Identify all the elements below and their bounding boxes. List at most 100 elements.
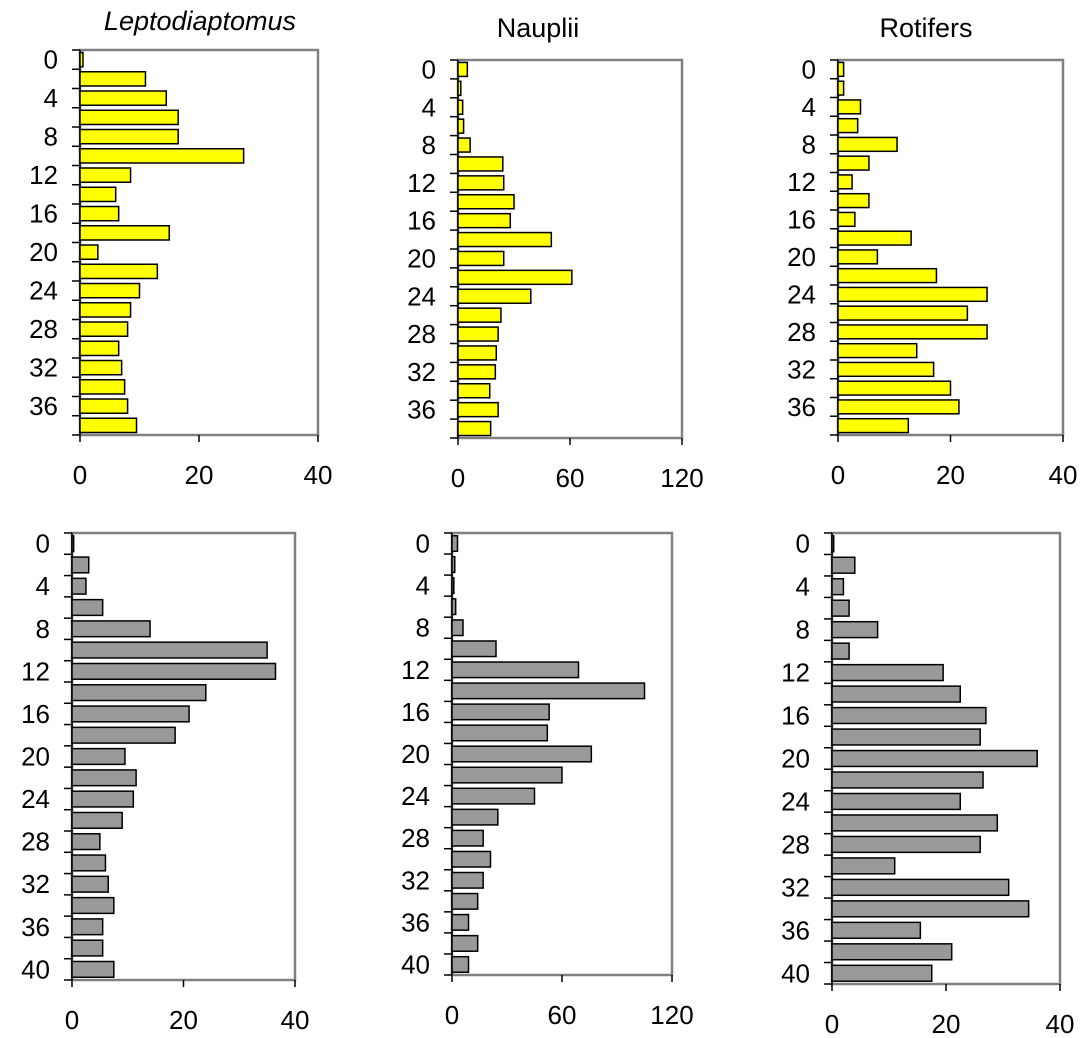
- bar-depth-32: [79, 359, 123, 376]
- y-tick-label: 0: [416, 529, 430, 559]
- bar-depth-6: [837, 117, 859, 134]
- y-tick-label: 12: [781, 658, 810, 688]
- chart-panel-5: 0 4 8 12 16 20 24 28 32 36 40 0 60 120: [401, 529, 694, 1030]
- y-tick-label: 20: [787, 242, 816, 272]
- y-tick-label: 28: [21, 827, 50, 857]
- y-tick-label: 0: [422, 54, 436, 84]
- bar-depth-8: [837, 136, 898, 153]
- bar-depth-2: [71, 556, 90, 574]
- y-tick-label: 16: [29, 199, 58, 229]
- bar-depth-4: [79, 90, 168, 106]
- bar-depth-38: [71, 939, 104, 957]
- bar-depth-28: [79, 321, 129, 337]
- y-tick-label: 12: [21, 656, 50, 686]
- bar-depth-26: [457, 307, 502, 323]
- bar-depth-6: [457, 118, 465, 134]
- y-tick-label: 28: [407, 319, 436, 349]
- bar-depth-22: [457, 269, 573, 286]
- bar-depth-28: [831, 835, 981, 854]
- bar-depth-38: [79, 417, 138, 434]
- y-tick-label: 40: [781, 958, 810, 988]
- bar-depth-38: [837, 417, 910, 434]
- bar-depth-36: [71, 918, 104, 936]
- y-tick-label: 20: [407, 243, 436, 273]
- y-tick-label: 4: [36, 571, 50, 601]
- bar-depth-28: [451, 829, 484, 847]
- bar-depth-2: [79, 71, 147, 87]
- x-tick-label: 20: [936, 460, 965, 490]
- bar-depth-26: [79, 302, 132, 318]
- y-tick-label: 24: [781, 786, 810, 816]
- y-tick-label: 8: [36, 614, 50, 644]
- chart-title: Rotifers: [879, 13, 972, 43]
- bar-depth-30: [79, 340, 120, 357]
- y-tick-label: 20: [401, 739, 430, 769]
- y-tick-label: 28: [787, 317, 816, 347]
- bar-depth-28: [457, 326, 499, 342]
- y-tick-label: 32: [29, 353, 58, 383]
- bar-depth-2: [451, 556, 456, 574]
- bar-depth-26: [71, 811, 123, 829]
- x-tick-label: 20: [932, 1009, 961, 1038]
- y-tick-label: 0: [36, 529, 50, 559]
- bar-depth-18: [451, 724, 549, 742]
- bar-depth-10: [837, 155, 870, 171]
- bar-depth-18: [831, 728, 981, 746]
- bar-depth-4: [837, 99, 862, 115]
- bar-depth-16: [457, 212, 512, 229]
- bar-depth-36: [451, 913, 470, 931]
- bar-depth-34: [451, 892, 479, 910]
- y-tick-label: 28: [781, 829, 810, 859]
- y-tick-label: 16: [401, 697, 430, 727]
- x-tick-label: 120: [650, 1000, 693, 1030]
- y-tick-label: 40: [21, 954, 50, 984]
- bar-depth-36: [457, 401, 499, 418]
- bar-depth-20: [837, 249, 879, 265]
- bar-depth-6: [451, 598, 457, 616]
- bar-depth-14: [451, 682, 646, 700]
- bar-depth-12: [831, 663, 944, 682]
- y-tick-label: 16: [781, 701, 810, 731]
- bar-depth-24: [837, 286, 988, 303]
- y-tick-label: 12: [29, 160, 58, 190]
- y-tick-label: 32: [781, 872, 810, 902]
- y-tick-label: 0: [796, 529, 810, 559]
- x-tick-label: 40: [304, 460, 333, 490]
- bar-depth-14: [71, 684, 207, 702]
- bar-depth-34: [457, 383, 491, 399]
- y-tick-label: 8: [802, 129, 816, 159]
- bar-depth-24: [457, 288, 532, 304]
- bar-depth-26: [837, 305, 969, 321]
- bar-depth-14: [831, 685, 961, 703]
- x-tick-label: 0: [825, 1009, 839, 1038]
- chart-panel-4: 0 4 8 12 16 20 24 28 32 36 40 0 20 40: [21, 529, 309, 1035]
- bar-depth-4: [831, 577, 845, 596]
- y-tick-label: 20: [21, 742, 50, 772]
- bar-depth-24: [451, 787, 536, 805]
- bar-depth-4: [451, 577, 455, 595]
- bar-depth-20: [79, 244, 99, 260]
- bar-depth-40: [451, 955, 470, 974]
- y-tick-label: 24: [29, 276, 58, 306]
- bar-depth-32: [457, 364, 497, 380]
- bar-depth-16: [79, 205, 120, 222]
- y-tick-label: 8: [416, 613, 430, 643]
- y-tick-label: 32: [787, 354, 816, 384]
- bar-depth-38: [831, 943, 953, 961]
- y-tick-label: 36: [401, 907, 430, 937]
- chart-title: Nauplii: [497, 13, 580, 43]
- bar-depth-18: [71, 726, 176, 744]
- y-tick-label: 36: [407, 395, 436, 425]
- bar-depth-22: [79, 263, 159, 280]
- bar-depth-16: [71, 705, 190, 723]
- bar-depth-0: [79, 51, 84, 68]
- bar-depth-38: [457, 420, 492, 437]
- chart-panel-3: Rotifers 0 4 8 12 16 20 24 28 32 36 0 20 40: [787, 13, 1077, 490]
- bar-depth-12: [79, 167, 132, 183]
- y-tick-label: 12: [407, 168, 436, 198]
- bar-depth-14: [457, 194, 515, 210]
- plot-frame: [456, 58, 684, 440]
- bar-depth-16: [451, 703, 550, 721]
- x-tick-label: 40: [1049, 460, 1078, 490]
- bar-depth-32: [451, 871, 484, 889]
